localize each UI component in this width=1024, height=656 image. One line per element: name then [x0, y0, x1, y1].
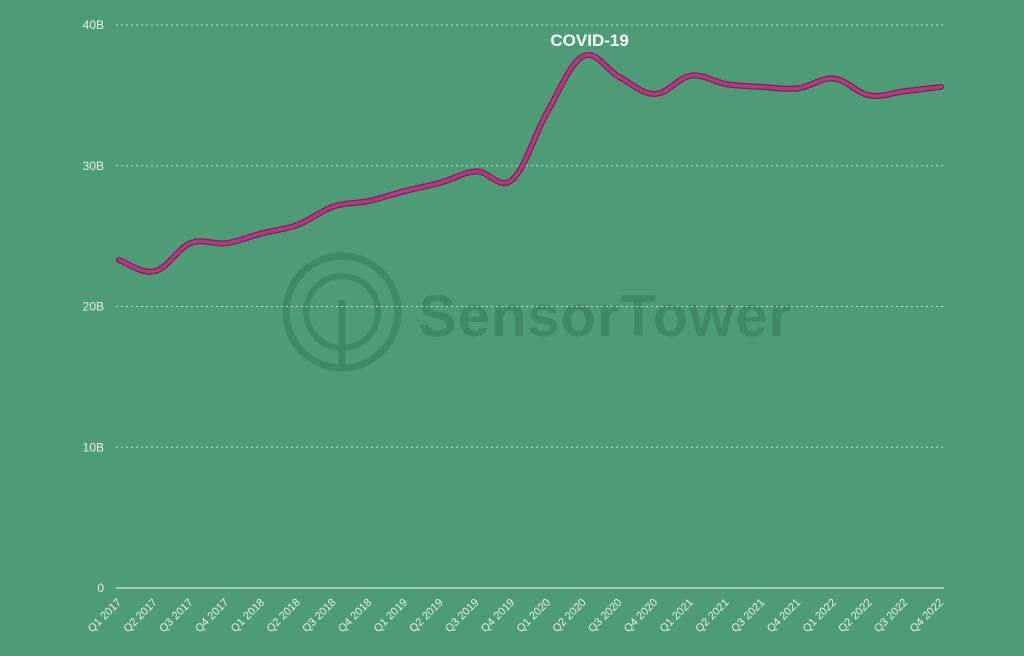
x-tick-label: Q1 2018 — [229, 597, 267, 635]
x-tick-label: Q4 2019 — [479, 597, 517, 635]
data-point — [868, 93, 872, 97]
watermark: SensorTower — [282, 252, 792, 372]
x-tick-label: Q2 2020 — [550, 597, 588, 635]
x-tick-label: Q1 2021 — [658, 597, 696, 635]
x-tick-label: Q1 2019 — [372, 597, 410, 635]
data-point — [153, 269, 157, 273]
data-point — [653, 92, 657, 96]
data-point — [117, 258, 121, 262]
y-tick-label: 0 — [97, 581, 104, 595]
y-tick-label: 30B — [83, 159, 104, 173]
data-point — [546, 109, 550, 113]
series-line — [117, 53, 943, 274]
x-tick-label: Q2 2019 — [407, 597, 445, 635]
x-tick-label: Q2 2017 — [122, 597, 160, 635]
data-point — [617, 75, 621, 79]
x-tick-label: Q3 2018 — [300, 597, 338, 635]
x-tick-label: Q4 2018 — [336, 597, 374, 635]
x-tick-label: Q2 2022 — [836, 597, 874, 635]
data-point — [939, 85, 943, 89]
y-axis: 0 10B 20B 30B 40B — [83, 18, 105, 595]
watermark-text: SensorTower — [418, 284, 792, 349]
y-tick-label: 40B — [83, 18, 104, 32]
data-point — [296, 223, 300, 227]
data-point — [832, 76, 836, 80]
data-point — [367, 199, 371, 203]
annotations: COVID-19 — [550, 31, 628, 50]
x-tick-label: Q3 2017 — [157, 597, 195, 635]
data-point — [796, 86, 800, 90]
watermark-logo — [282, 252, 402, 372]
x-tick-label: Q3 2022 — [872, 597, 910, 635]
x-tick-label: Q1 2022 — [801, 597, 839, 635]
data-point — [403, 189, 407, 193]
data-point — [582, 54, 586, 58]
watermark-logo-ring — [282, 252, 402, 372]
x-tick-label: Q4 2017 — [193, 597, 231, 635]
y-tick-label: 10B — [83, 440, 104, 454]
data-point — [474, 169, 478, 173]
data-point — [760, 85, 764, 89]
x-tick-label: Q4 2022 — [908, 597, 946, 635]
data-point — [188, 241, 192, 245]
x-tick-label: Q2 2021 — [693, 597, 731, 635]
y-tick-label: 20B — [83, 300, 104, 314]
gridlines — [116, 24, 944, 589]
data-point — [725, 82, 729, 86]
data-point — [510, 178, 514, 182]
x-tick-label: Q1 2017 — [86, 597, 124, 635]
x-tick-label: Q3 2019 — [443, 597, 481, 635]
x-tick-label: Q4 2021 — [765, 597, 803, 635]
series — [116, 51, 944, 275]
data-point — [689, 74, 693, 78]
data-point — [260, 231, 264, 235]
x-tick-label: Q2 2018 — [264, 597, 302, 635]
data-point — [331, 205, 335, 209]
data-point — [439, 181, 443, 185]
annotation-label: COVID-19 — [550, 31, 628, 50]
x-tick-label: Q1 2020 — [515, 597, 553, 635]
x-tick-label: Q3 2021 — [729, 597, 767, 635]
x-tick-label: Q3 2020 — [586, 597, 624, 635]
data-point — [903, 89, 907, 93]
x-tick-label: Q4 2020 — [622, 597, 660, 635]
data-point — [224, 241, 228, 245]
